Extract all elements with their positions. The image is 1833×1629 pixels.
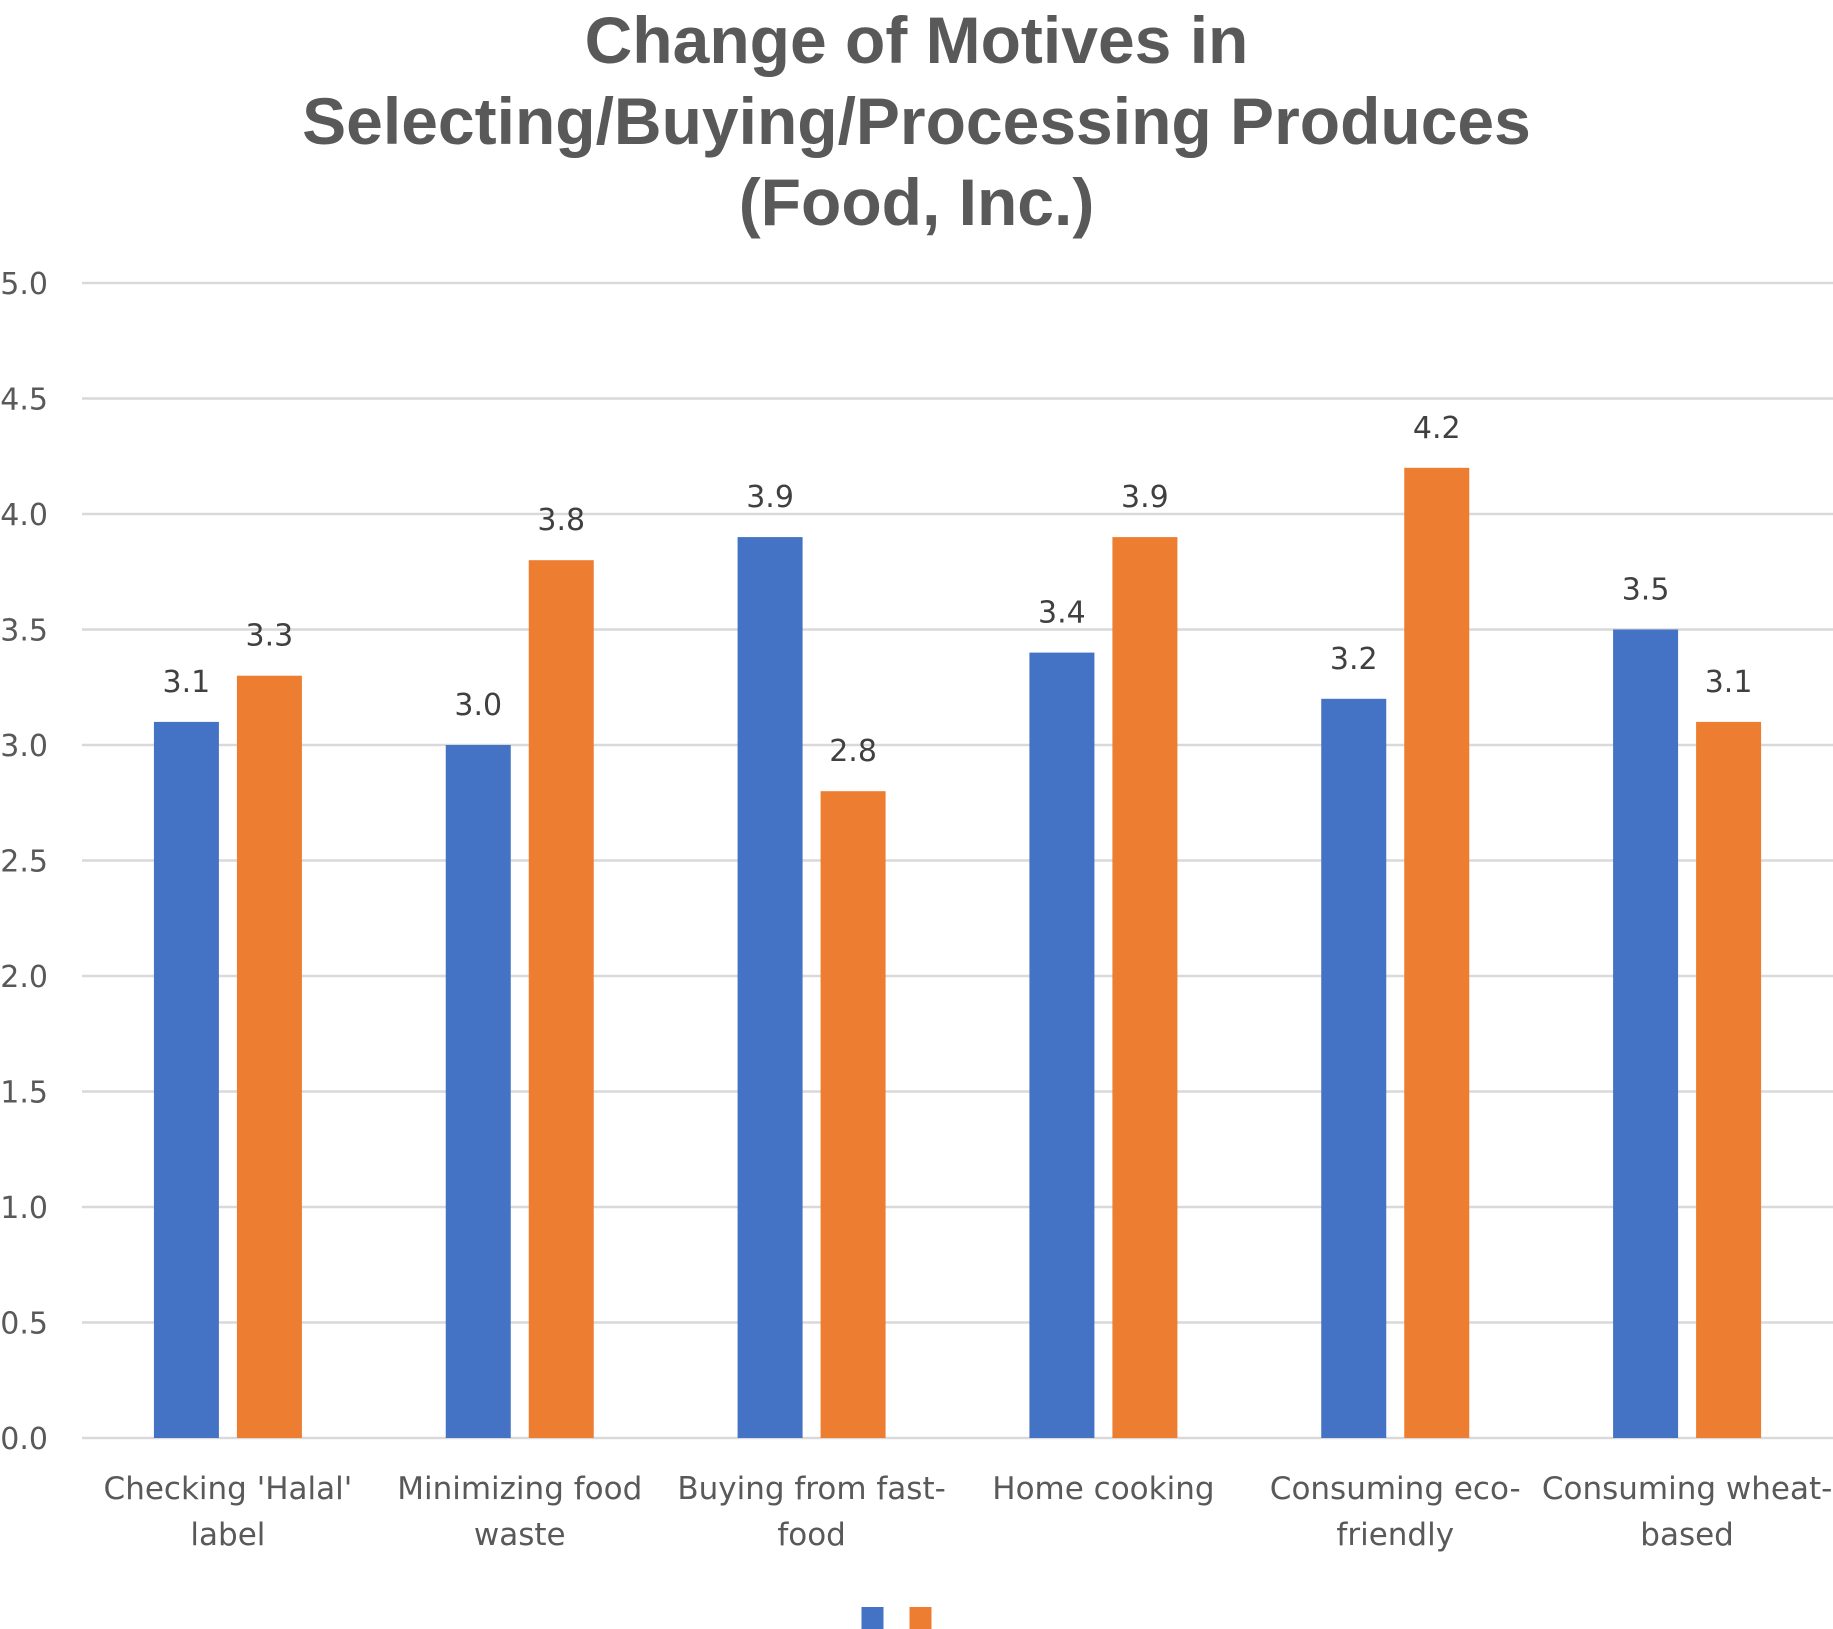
chart-title-line-3: (Food, Inc.) — [738, 165, 1095, 239]
y-tick-label: 3.0 — [0, 729, 48, 764]
x-category-label: Checking 'Halal' — [104, 1471, 353, 1507]
y-tick-label: 5.0 — [0, 267, 48, 302]
x-category-label: based — [1640, 1517, 1734, 1553]
bar-series1 — [1321, 698, 1387, 1438]
legend-swatch-series2 — [909, 1607, 932, 1629]
bar-series2 — [1404, 467, 1470, 1438]
chart-title: Change of Motives in Selecting/Buying/Pr… — [0, 0, 1833, 243]
data-label: 3.5 — [1622, 573, 1670, 608]
y-tick-label: 0.0 — [0, 1422, 48, 1457]
data-label: 3.2 — [1330, 642, 1378, 677]
data-label: 3.3 — [246, 619, 294, 654]
y-tick-label: 1.0 — [0, 1191, 48, 1226]
data-label: 4.2 — [1413, 411, 1461, 446]
y-tick-label: 2.0 — [0, 960, 48, 995]
bar-series2 — [1112, 537, 1178, 1438]
bar-series1 — [445, 745, 511, 1438]
bar-series2 — [236, 675, 302, 1438]
data-label: 3.4 — [1038, 596, 1086, 631]
x-category-label: Home cooking — [992, 1471, 1214, 1507]
chart-title-line-1: Change of Motives in — [584, 3, 1249, 77]
data-label: 2.8 — [829, 734, 877, 769]
x-category-label: friendly — [1336, 1517, 1454, 1553]
bar-series1 — [153, 721, 219, 1438]
bar-series2 — [820, 791, 886, 1438]
y-tick-label: 4.0 — [0, 498, 48, 533]
chart-title-line-2: Selecting/Buying/Processing Produces — [302, 84, 1531, 158]
bar-series2 — [1696, 721, 1762, 1438]
bar-series2 — [528, 560, 594, 1438]
y-tick-label: 0.5 — [0, 1307, 48, 1342]
y-tick-label: 1.5 — [0, 1076, 48, 1111]
data-label: 3.1 — [1705, 665, 1753, 700]
x-category-label: waste — [474, 1517, 566, 1553]
x-category-label: label — [190, 1517, 265, 1553]
data-label: 3.1 — [163, 665, 211, 700]
x-category-label: food — [777, 1517, 846, 1553]
x-category-label: Minimizing food — [397, 1471, 642, 1507]
bar-series1 — [1029, 652, 1095, 1438]
y-tick-label: 3.5 — [0, 614, 48, 649]
data-label: 3.9 — [1121, 480, 1169, 515]
x-category-label: Consuming wheat- — [1542, 1471, 1832, 1507]
y-tick-label: 4.5 — [0, 383, 48, 418]
data-label: 3.9 — [746, 480, 794, 515]
x-category-label: Buying from fast- — [677, 1471, 945, 1507]
x-category-label: Consuming eco- — [1270, 1471, 1521, 1507]
legend-swatch-series1 — [861, 1607, 884, 1629]
bar-series1 — [1613, 629, 1679, 1438]
y-tick-label: 2.5 — [0, 845, 48, 880]
data-label: 3.8 — [537, 503, 585, 538]
data-label: 3.0 — [454, 688, 502, 723]
bar-series1 — [737, 537, 803, 1438]
